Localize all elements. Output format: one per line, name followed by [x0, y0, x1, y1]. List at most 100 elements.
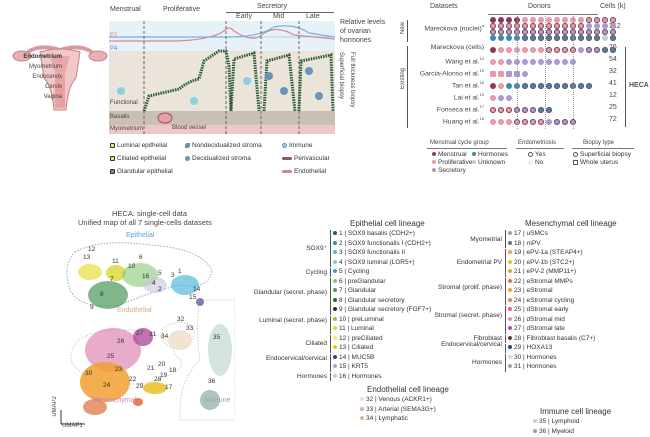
lineage-item: 26 | dStromal mid	[508, 316, 565, 324]
donor-dot	[602, 47, 608, 53]
heca-label: HECA	[629, 82, 649, 89]
ciliated-epithelial-icon	[110, 155, 115, 161]
cluster-color-dot-icon	[333, 335, 337, 340]
phase-menstrual: Menstrual	[110, 6, 141, 13]
cluster-label: 30	[85, 370, 93, 377]
endometriosis-yes: Yes	[528, 151, 546, 159]
biopsy-superficial: Superficial biopsy	[573, 151, 631, 159]
anatomy-label-vagina: Vagina	[43, 94, 62, 100]
group-bracket	[505, 277, 506, 305]
donor-dot	[562, 119, 568, 125]
donor-row	[490, 107, 552, 113]
donor-dot	[530, 119, 536, 125]
cluster-label: 2	[158, 286, 162, 293]
cluster-label: 34	[161, 333, 169, 340]
anatomy-label-endocervix: Endocervix	[32, 74, 62, 80]
cluster-label: 18	[169, 367, 177, 374]
lineage-item: 28 | Fibroblast basalis (C7+)	[508, 335, 595, 343]
lineage-item: 2 | SOX9 functionalis I (CDH2+)	[333, 240, 431, 248]
donor-dot	[610, 23, 616, 29]
donor-dot	[490, 17, 496, 23]
donor-dot	[490, 59, 496, 65]
biopsy-whole-uterus: Whole uterus	[573, 159, 618, 167]
phase-proliferative: Proliferative	[163, 6, 200, 13]
donor-dot	[490, 35, 496, 41]
group-label: Luminal (secret. phase)	[259, 317, 327, 324]
circle-outline-icon	[528, 151, 533, 157]
donor-dot	[490, 83, 496, 89]
cluster-color-dot-icon	[333, 354, 337, 359]
cluster-color-dot-icon	[508, 316, 512, 321]
lineage-item: 31 | Hormones	[508, 363, 557, 371]
lineage-title: Endothelial cell lineage	[367, 385, 449, 394]
donor-dot	[554, 23, 560, 29]
donor-dot	[522, 71, 528, 77]
donor-row	[490, 47, 616, 53]
cluster-label: 32	[177, 316, 185, 323]
cluster-label: 21	[147, 365, 155, 372]
donor-dot	[586, 29, 592, 35]
lineage-item: 7 | Glandular	[333, 287, 376, 295]
group-label: Hormones	[297, 373, 327, 381]
donor-dot	[506, 23, 512, 29]
cycle-legend-item: Secretory	[432, 167, 466, 175]
donor-dot	[562, 35, 568, 41]
donor-dot	[530, 107, 536, 113]
donor-dot	[610, 35, 616, 41]
donor-dot	[578, 17, 584, 23]
legend-ciliated: Ciliated epithelial	[110, 155, 166, 163]
cluster-label: 25	[107, 353, 115, 360]
lineage-item: 23 | eStromal	[508, 287, 553, 295]
donor-dot	[562, 17, 568, 23]
donor-dot	[506, 17, 512, 23]
dataset-name: Fonseca et al.17	[436, 104, 484, 114]
lineage-title: Mesenchymal cell lineage	[525, 219, 617, 228]
donor-dot	[554, 47, 560, 53]
donor-dot	[546, 59, 552, 65]
lineage-item: 11 | Luminal	[333, 325, 374, 333]
group-bracket	[330, 277, 331, 315]
dataset-cell-count: 12	[609, 92, 617, 99]
group-label: Endometrial PV	[456, 259, 502, 267]
lineage-item: 21 | ePV-2 (MMP11+)	[508, 268, 576, 276]
cluster-label: 19	[160, 372, 168, 379]
cluster-color-dot-icon	[508, 364, 512, 369]
donor-dot	[498, 47, 504, 53]
donor-dot	[594, 17, 600, 23]
donor-dot	[498, 35, 504, 41]
donor-dot	[578, 83, 584, 89]
cluster-label: 11	[112, 258, 119, 265]
donors-header: Donors	[528, 3, 551, 10]
donor-dot	[546, 23, 552, 29]
donor-dot	[498, 95, 504, 101]
group-label: SOX9⁺	[306, 245, 327, 252]
datasets-header: Datasets	[430, 3, 458, 10]
lineage-item: 34 | Lymphatic	[360, 415, 408, 423]
legend-dot-icon	[472, 160, 476, 165]
legend-luminal: Luminal epithelial	[110, 142, 167, 150]
group-label: Glandular (secret. phase)	[253, 288, 327, 296]
hormone-e2-label: E2	[110, 33, 118, 39]
lineage-item: 33 | Arterial (SEMA3G+)	[360, 406, 436, 414]
dataset-reference: 16	[479, 80, 484, 85]
group-label: Hormones	[472, 359, 502, 366]
anatomy-label-endometrium: Endometrium	[23, 54, 62, 60]
decidualized-stroma-icon	[185, 155, 190, 161]
hormone-note-line1: Relative levels	[340, 19, 386, 26]
dataset-reference: 18	[479, 116, 484, 121]
legend-dot-icon	[432, 168, 436, 173]
lineage-item: 6 | preGlandular	[333, 278, 386, 286]
donor-dot	[506, 83, 512, 89]
dataset-name: Mareckova (cells)	[430, 44, 484, 51]
donor-dot	[522, 47, 528, 53]
group-bracket	[505, 230, 506, 248]
endometriosis-legend-title: Endometriosis	[518, 140, 557, 146]
cluster-color-dot-icon	[508, 354, 512, 359]
lineage-item: 19 | ePV-1a (STEAP4+)	[508, 249, 583, 257]
cluster-label: 13	[83, 254, 91, 261]
hormone-note-line2: of ovarian	[340, 28, 371, 35]
lineage-item: 27 | dStromal late	[508, 325, 565, 333]
donor-dot	[586, 47, 592, 53]
donor-dot	[594, 47, 600, 53]
donor-dot	[554, 83, 560, 89]
